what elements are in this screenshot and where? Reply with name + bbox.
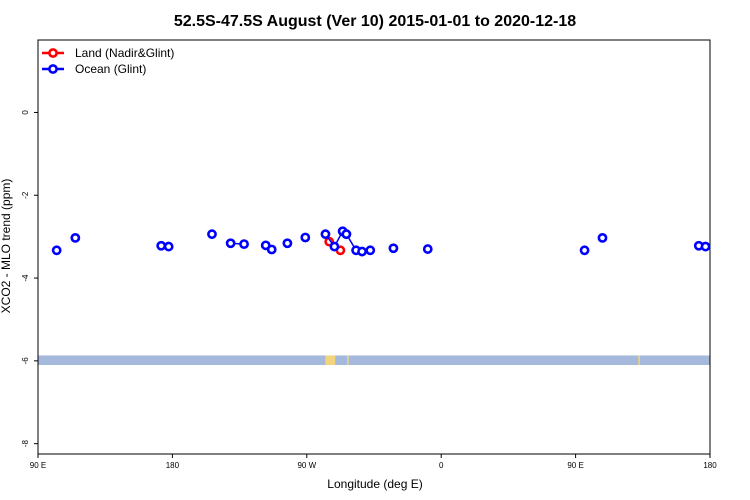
data-point (597, 232, 608, 243)
data-point (357, 246, 367, 257)
legend-label: Land (Nadir&Glint) (75, 46, 174, 60)
data-point (579, 245, 590, 256)
x-tick-label: 90 E (30, 461, 46, 470)
data-point (156, 240, 167, 251)
data-point (266, 244, 277, 255)
data-point (163, 241, 174, 252)
land-band-segment (347, 355, 349, 365)
data-point (207, 229, 217, 240)
y-tick-label: -2 (21, 191, 30, 199)
x-tick-label: 0 (439, 461, 444, 470)
x-axis-label: Longitude (deg E) (327, 477, 422, 491)
x-tick-label: 90 E (567, 461, 583, 470)
data-point (365, 245, 376, 256)
x-tick-label: 180 (703, 461, 717, 470)
data-point (341, 229, 352, 240)
legend-marker (48, 48, 58, 58)
legend: Land (Nadir&Glint) Ocean (Glint) (42, 46, 174, 76)
data-point (300, 232, 311, 243)
data-point (700, 241, 711, 252)
data-series (51, 226, 711, 257)
chart-title: 52.5S-47.5S August (Ver 10) 2015-01-01 t… (174, 13, 576, 30)
y-tick-label: 0 (21, 110, 30, 115)
ocean-band (38, 355, 710, 365)
y-tick-label: -4 (21, 274, 30, 282)
data-point (239, 239, 249, 250)
y-axis-label: XCO2 - MLO trend (ppm) (0, 179, 13, 314)
data-point (282, 238, 293, 249)
land-band-segment (325, 355, 336, 365)
legend-marker (48, 64, 58, 74)
data-point (51, 245, 62, 256)
y-tick-label: -8 (21, 440, 30, 448)
data-point (70, 232, 81, 243)
land-ocean-band (38, 355, 710, 365)
data-point (388, 243, 399, 254)
data-point (329, 241, 340, 252)
x-axis: 90 E 180 90 W 0 90 E 180 (30, 454, 717, 470)
plot-frame (37, 39, 711, 455)
x-tick-label: 180 (166, 461, 180, 470)
land-band-segment (638, 355, 640, 365)
data-point (225, 238, 236, 249)
data-point (422, 244, 433, 254)
y-axis: 0 -2 -4 -6 -8 (21, 110, 38, 448)
legend-label: Ocean (Glint) (75, 62, 146, 76)
x-tick-label: 90 W (297, 461, 316, 470)
data-point (320, 229, 331, 240)
y-tick-label: -6 (21, 357, 30, 365)
